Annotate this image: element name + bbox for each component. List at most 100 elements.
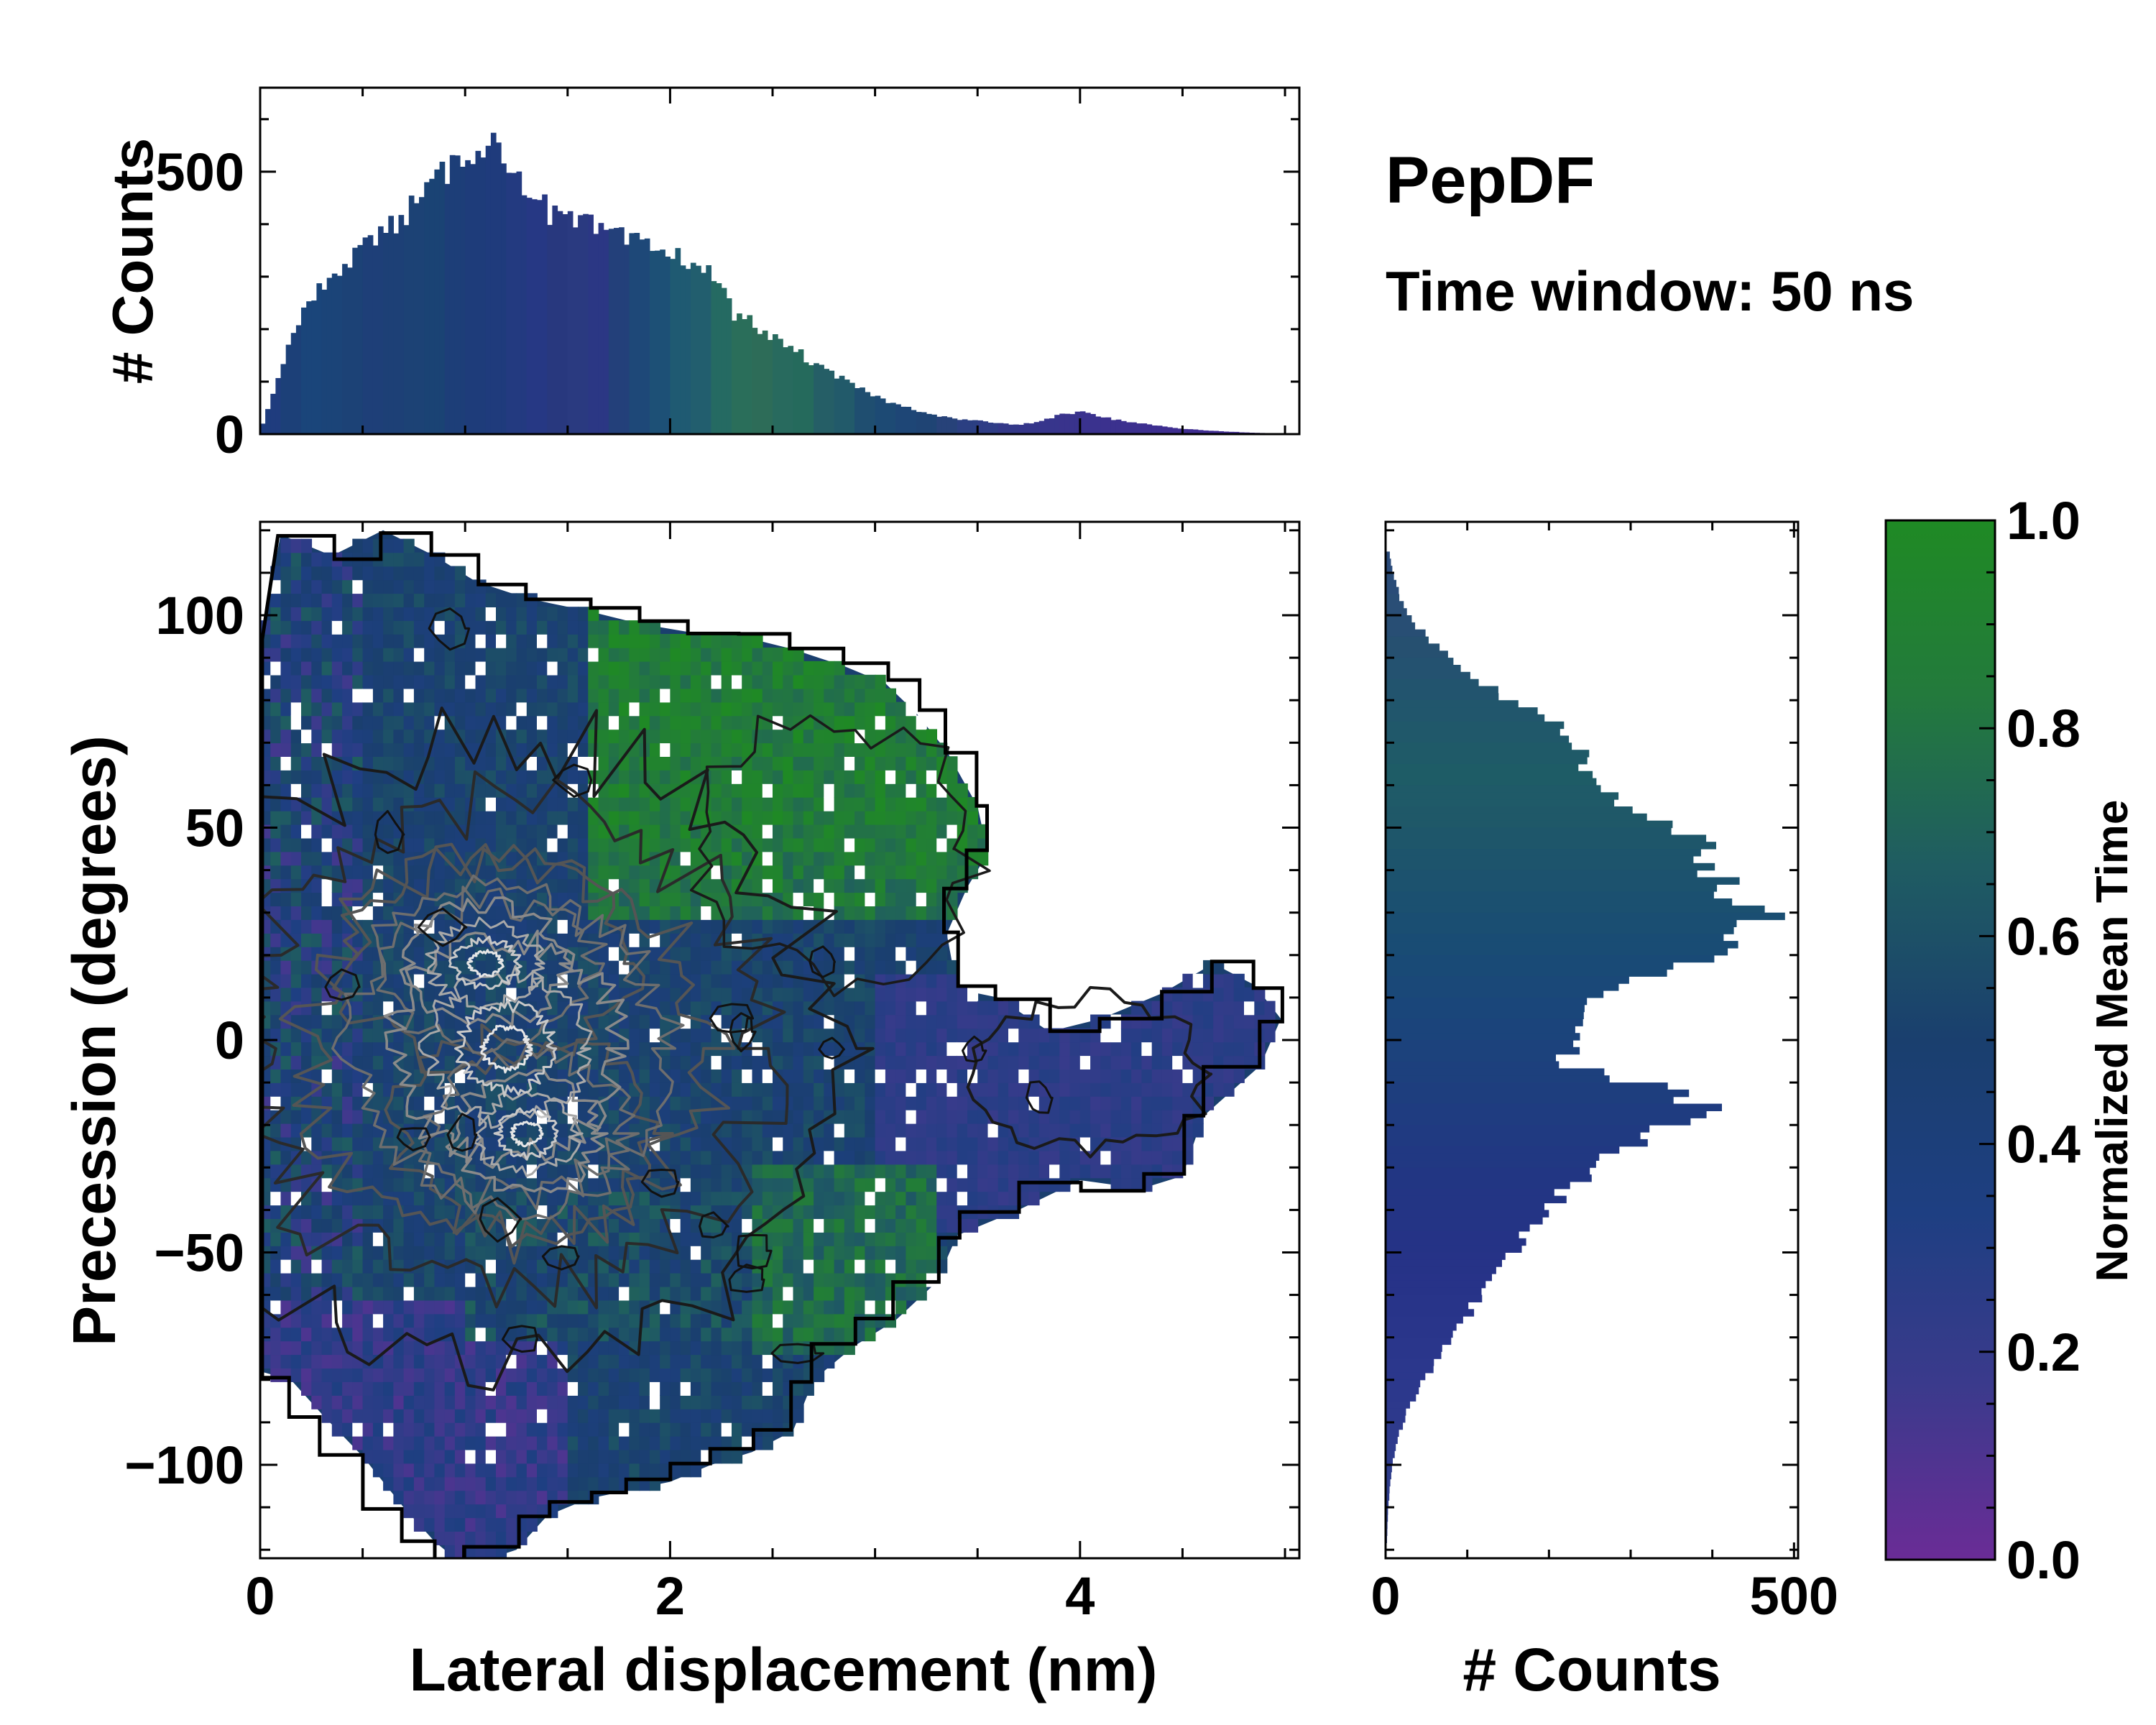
heatmap-cell [844,783,855,798]
heatmap-cell [680,933,691,947]
heatmap-cell [547,837,558,852]
heatmap-cell [413,1109,425,1124]
heatmap-cell [967,1109,979,1124]
heatmap-cell [321,919,333,934]
heatmap-cell [690,1191,701,1206]
heatmap-cell [680,1327,691,1342]
right-histogram-bar [1386,785,1601,793]
heatmap-cell [434,742,446,757]
heatmap-cell [783,919,794,934]
heatmap-cell [670,1272,681,1287]
heatmap-cell [1131,1164,1143,1179]
top-histogram-bar [388,216,394,434]
heatmap-cell [372,892,384,906]
heatmap-cell [403,933,415,947]
heatmap-cell [844,1041,855,1057]
top-histogram-bar [521,195,528,434]
heatmap-cell [413,865,425,880]
heatmap-cell [1161,1082,1173,1097]
heatmap-cell [588,620,599,635]
heatmap-cell [331,1422,343,1437]
heatmap-cell [1038,1123,1050,1138]
heatmap-cell [270,1259,282,1274]
heatmap-cell [814,1272,825,1287]
heatmap-cell [608,702,619,717]
top-histogram-bar [854,388,860,434]
heatmap-cell [403,607,415,621]
heatmap-cell [906,770,917,784]
heatmap-cell [1182,1000,1194,1016]
heatmap-cell [936,1055,948,1070]
heatmap-cell [1038,1028,1050,1043]
heatmap-cell [885,933,896,947]
heatmap-cell [567,1327,579,1342]
heatmap-cell [372,1246,384,1260]
heatmap-cell [649,742,660,757]
heatmap-cell [413,1191,425,1206]
heatmap-cell [1161,1000,1173,1016]
heatmap-cell [352,1096,364,1110]
heatmap-cell [762,906,773,920]
heatmap-cell [270,837,282,852]
heatmap-cell [1213,960,1225,975]
heatmap-cell [752,1300,763,1315]
heatmap-cell [721,1435,732,1450]
heatmap-cell [998,1041,1009,1057]
top-histogram-bar [793,351,799,434]
heatmap-cell [352,783,364,798]
right-histogram-bar [1386,763,1579,772]
heatmap-cell [311,973,323,988]
heatmap-cell [619,770,630,784]
heatmap-cell [885,1164,896,1179]
heatmap-cell [639,1191,650,1206]
heatmap-cell [895,947,907,961]
heatmap-cell [762,1381,773,1396]
density-contour-line [493,1107,559,1161]
heatmap-cell [916,756,927,770]
heatmap-cell [752,661,763,676]
heatmap-cell [916,1069,927,1083]
heatmap-cell [803,1177,814,1192]
heatmap-cell [1141,1028,1153,1043]
heatmap-cell [967,837,979,852]
heatmap-cell [1090,1123,1102,1138]
heatmap-cell [865,770,876,784]
heatmap-cell [403,1313,415,1328]
heatmap-cell [526,1246,538,1260]
heatmap-cell [967,1000,979,1016]
heatmap-cell [383,593,395,607]
top-histogram-bar [824,369,829,434]
heatmap-cell [865,729,876,744]
heatmap-cell [301,1205,313,1219]
heatmap-cell [331,593,343,607]
heatmap-cell [742,1123,753,1138]
heatmap-cell [321,1327,333,1342]
heatmap-cell [598,1368,609,1382]
heatmap-cell [1069,1082,1081,1097]
heatmap-cell [311,1354,323,1368]
heatmap-cell [362,634,374,648]
heatmap-cell [844,947,855,961]
heatmap-cell [362,1109,374,1124]
heatmap-cell [413,1096,425,1110]
heatmap-cell [865,824,876,839]
heatmap-cell [998,1109,1009,1124]
heatmap-cell [649,906,660,920]
heatmap-cell [1069,1055,1081,1070]
heatmap-cell [834,1272,845,1287]
heatmap-cell [383,1381,395,1396]
heatmap-cell [649,1340,660,1356]
heatmap-cell [701,1395,712,1409]
heatmap-cell [865,865,876,880]
heatmap-cell [946,1191,958,1206]
heatmap-cell [834,837,845,852]
heatmap-cell [321,1313,333,1328]
heatmap-cell [844,1259,855,1274]
heatmap-cell [629,1435,640,1450]
heatmap-cell [290,674,302,689]
top-histogram-bar [931,414,937,434]
heatmap-cell [362,1435,374,1450]
heatmap-cell [301,715,313,730]
heatmap-cell [413,1490,425,1505]
heatmap-cell [547,742,558,757]
